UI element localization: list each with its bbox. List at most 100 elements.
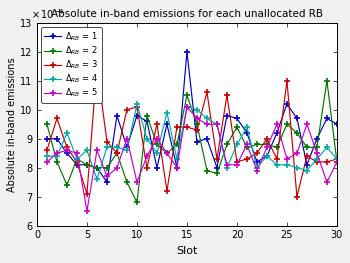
$\Delta_{RB}$ = 3 [285, 79, 289, 82]
$\Delta_{RB}$ = 1 [175, 166, 179, 169]
$\Delta_{RB}$ = 4 [245, 125, 249, 129]
$\Delta_{RB}$ = 4 [255, 166, 259, 169]
$\Delta_{RB}$ = 4 [45, 154, 49, 158]
Line: $\Delta_{RB}$ = 4: $\Delta_{RB}$ = 4 [44, 101, 340, 182]
$\Delta_{RB}$ = 5 [315, 151, 319, 155]
$\Delta_{RB}$ = 5 [175, 166, 179, 169]
$\Delta_{RB}$ = 3 [235, 160, 239, 164]
$\Delta_{RB}$ = 2 [105, 166, 109, 169]
Y-axis label: Absolute in-band emissions: Absolute in-band emissions [7, 57, 17, 191]
$\Delta_{RB}$ = 5 [335, 160, 339, 164]
$\Delta_{RB}$ = 3 [135, 105, 139, 108]
$\Delta_{RB}$ = 4 [195, 108, 199, 111]
$\Delta_{RB}$ = 1 [265, 154, 269, 158]
$\Delta_{RB}$ = 5 [325, 181, 329, 184]
$\Delta_{RB}$ = 2 [115, 151, 119, 155]
$\Delta_{RB}$ = 2 [75, 157, 79, 160]
$\Delta_{RB}$ = 4 [85, 149, 89, 152]
$\Delta_{RB}$ = 3 [105, 140, 109, 143]
$\Delta_{RB}$ = 2 [285, 123, 289, 126]
$\Delta_{RB}$ = 3 [215, 157, 219, 160]
$\Delta_{RB}$ = 1 [205, 137, 209, 140]
$\Delta_{RB}$ = 3 [305, 154, 309, 158]
Line: $\Delta_{RB}$ = 2: $\Delta_{RB}$ = 2 [44, 78, 340, 205]
$\Delta_{RB}$ = 3 [255, 151, 259, 155]
$\Delta_{RB}$ = 1 [155, 166, 159, 169]
$\Delta_{RB}$ = 3 [125, 108, 129, 111]
$\Delta_{RB}$ = 5 [305, 123, 309, 126]
$\Delta_{RB}$ = 1 [85, 163, 89, 166]
$\Delta_{RB}$ = 3 [275, 157, 279, 160]
$\Delta_{RB}$ = 5 [255, 169, 259, 172]
$\Delta_{RB}$ = 3 [205, 91, 209, 94]
$\Delta_{RB}$ = 5 [75, 151, 79, 155]
$\Delta_{RB}$ = 3 [245, 157, 249, 160]
$\Delta_{RB}$ = 3 [265, 137, 269, 140]
$\Delta_{RB}$ = 3 [335, 157, 339, 160]
Line: $\Delta_{RB}$ = 3: $\Delta_{RB}$ = 3 [44, 63, 340, 199]
$\Delta_{RB}$ = 2 [305, 146, 309, 149]
$\Delta_{RB}$ = 5 [155, 137, 159, 140]
$\Delta_{RB}$ = 4 [55, 154, 59, 158]
$\Delta_{RB}$ = 2 [335, 160, 339, 164]
$\Delta_{RB}$ = 5 [165, 151, 169, 155]
$\Delta_{RB}$ = 4 [115, 146, 119, 149]
$\Delta_{RB}$ = 2 [255, 143, 259, 146]
$\Delta_{RB}$ = 4 [65, 131, 69, 134]
$\Delta_{RB}$ = 2 [135, 201, 139, 204]
$\Delta_{RB}$ = 4 [225, 166, 229, 169]
$\Delta_{RB}$ = 2 [275, 146, 279, 149]
$\Delta_{RB}$ = 5 [45, 160, 49, 164]
$\Delta_{RB}$ = 4 [285, 163, 289, 166]
$\Delta_{RB}$ = 5 [65, 149, 69, 152]
$\Delta_{RB}$ = 3 [65, 146, 69, 149]
$\Delta_{RB}$ = 4 [75, 157, 79, 160]
$\Delta_{RB}$ = 4 [305, 169, 309, 172]
$\Delta_{RB}$ = 2 [235, 125, 239, 129]
$\Delta_{RB}$ = 3 [295, 195, 299, 198]
$\Delta_{RB}$ = 2 [175, 143, 179, 146]
$\Delta_{RB}$ = 1 [65, 151, 69, 155]
$\Delta_{RB}$ = 1 [275, 131, 279, 134]
Line: $\Delta_{RB}$ = 1: $\Delta_{RB}$ = 1 [44, 49, 340, 185]
$\Delta_{RB}$ = 3 [95, 65, 99, 68]
$\Delta_{RB}$ = 3 [225, 94, 229, 97]
$\Delta_{RB}$ = 4 [315, 157, 319, 160]
$\Delta_{RB}$ = 3 [45, 149, 49, 152]
Legend: $\Delta_{RB}$ = 1, $\Delta_{RB}$ = 2, $\Delta_{RB}$ = 3, $\Delta_{RB}$ = 4, $\De: $\Delta_{RB}$ = 1, $\Delta_{RB}$ = 2, $\… [41, 27, 102, 103]
$\Delta_{RB}$ = 4 [335, 157, 339, 160]
$\Delta_{RB}$ = 2 [45, 123, 49, 126]
$\Delta_{RB}$ = 3 [145, 166, 149, 169]
$\Delta_{RB}$ = 2 [125, 181, 129, 184]
$\Delta_{RB}$ = 1 [235, 117, 239, 120]
$\Delta_{RB}$ = 1 [135, 114, 139, 117]
$\Delta_{RB}$ = 1 [325, 117, 329, 120]
$\Delta_{RB}$ = 4 [325, 146, 329, 149]
$\Delta_{RB}$ = 4 [265, 154, 269, 158]
X-axis label: Slot: Slot [176, 246, 198, 256]
$\Delta_{RB}$ = 1 [225, 114, 229, 117]
$\Delta_{RB}$ = 1 [75, 163, 79, 166]
$\Delta_{RB}$ = 1 [165, 123, 169, 126]
$\Delta_{RB}$ = 4 [125, 149, 129, 152]
$\Delta_{RB}$ = 1 [95, 166, 99, 169]
$\Delta_{RB}$ = 5 [55, 151, 59, 155]
$\Delta_{RB}$ = 3 [75, 160, 79, 164]
Text: $\times\,10^{-4}$: $\times\,10^{-4}$ [31, 7, 65, 21]
$\Delta_{RB}$ = 4 [105, 146, 109, 149]
$\Delta_{RB}$ = 2 [145, 114, 149, 117]
$\Delta_{RB}$ = 1 [245, 131, 249, 134]
$\Delta_{RB}$ = 1 [125, 146, 129, 149]
$\Delta_{RB}$ = 5 [135, 181, 139, 184]
$\Delta_{RB}$ = 1 [185, 50, 189, 53]
$\Delta_{RB}$ = 2 [95, 166, 99, 169]
$\Delta_{RB}$ = 5 [285, 157, 289, 160]
$\Delta_{RB}$ = 4 [175, 157, 179, 160]
$\Delta_{RB}$ = 4 [295, 166, 299, 169]
$\Delta_{RB}$ = 1 [105, 181, 109, 184]
$\Delta_{RB}$ = 2 [245, 146, 249, 149]
$\Delta_{RB}$ = 5 [105, 175, 109, 178]
$\Delta_{RB}$ = 3 [325, 160, 329, 164]
$\Delta_{RB}$ = 3 [165, 189, 169, 193]
$\Delta_{RB}$ = 5 [115, 166, 119, 169]
